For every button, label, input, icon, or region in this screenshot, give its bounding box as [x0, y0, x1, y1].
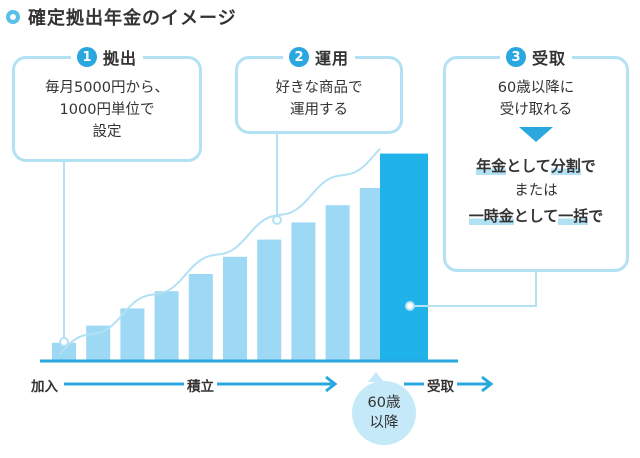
accumulation-bar [291, 222, 316, 360]
step-text-line: 運用する [290, 102, 348, 118]
receive-text-part: として [506, 157, 551, 175]
receive-lump-word: 一括 [558, 207, 589, 225]
age-marker-line: 60歳 [367, 395, 401, 411]
receive-lumpsum-line: 一時金として一括で [446, 203, 626, 229]
age-marker-line: 以降 [369, 415, 399, 431]
receive-or-text: または [514, 183, 558, 199]
timeline-arrowhead-icon [325, 375, 338, 393]
receive-installment-word: 分割 [550, 157, 581, 175]
diagram-title: 確定拠出年金のイメージ [6, 4, 237, 30]
step-header-investment: 2 運用 [282, 45, 356, 69]
growth-curve [59, 148, 381, 355]
step-number-1-icon: 1 [76, 47, 97, 67]
step-header-receive: 3 受取 [499, 45, 573, 69]
accumulation-bar [223, 256, 247, 360]
accumulation-bar [86, 325, 111, 360]
step-header-contribution: 1 拠出 [70, 45, 144, 69]
receive-text-part: で [580, 157, 596, 175]
down-triangle-icon [519, 127, 553, 142]
step-box-contribution: 1 拠出 毎月5000円から、 1000円単位で 設定 [12, 45, 202, 162]
accumulation-bar [257, 239, 282, 360]
timeline-accumulate-label: 積立 [184, 375, 217, 395]
step-text-investment: 好きな商品で 運用する [238, 59, 400, 121]
step-box-receive: 3 受取 60歳以降に 受け取れる 年金として分割で または 一時金として一括で [443, 45, 629, 272]
age-marker: 60歳 以降 [352, 381, 416, 445]
step-text-line: 好きな商品で [275, 80, 363, 96]
payout-bar [380, 153, 428, 360]
timeline-arrowhead-icon [481, 375, 494, 393]
connector-dot-contribution [59, 337, 69, 347]
accumulation-bar [120, 308, 145, 360]
step-number-3-icon: 3 [505, 47, 526, 67]
step-text-receive: 60歳以降に 受け取れる [446, 59, 626, 121]
step-label-receive: 受取 [531, 49, 567, 68]
timeline-join-label: 加入 [28, 375, 61, 395]
age-marker-pointer-icon [368, 372, 384, 382]
connector-dot-receive [405, 301, 415, 311]
receive-annuity-line: 年金として分割で [446, 153, 626, 179]
step-text-contribution: 毎月5000円から、 1000円単位で 設定 [15, 59, 199, 143]
step-text-line: 1000円単位で [59, 102, 155, 118]
connector-receive [412, 272, 537, 307]
step-text-line: 受け取れる [499, 102, 573, 118]
accumulation-bar [325, 205, 350, 360]
step-box-investment: 2 運用 好きな商品で 運用する [235, 45, 403, 134]
step-label-contribution: 拠出 [102, 49, 138, 68]
timeline-receive-label: 受取 [424, 375, 457, 395]
receive-text-part: として [513, 207, 559, 225]
connector-dot-investment [272, 215, 282, 225]
accumulation-bar [359, 188, 384, 360]
title-text: 確定拠出年金のイメージ [28, 8, 237, 29]
accumulation-bar [188, 274, 213, 360]
receive-annuity-word: 年金 [476, 157, 507, 175]
receive-text-part: で [588, 207, 604, 225]
accumulation-bar [154, 291, 179, 360]
step-label-investment: 運用 [314, 49, 350, 68]
accumulation-bar [52, 342, 76, 360]
step-text-line: 設定 [92, 124, 122, 140]
step-text-line: 毎月5000円から、 [45, 80, 169, 96]
receive-lumpsum-word: 一時金 [468, 207, 514, 225]
title-bullet-icon [6, 10, 20, 24]
step-number-2-icon: 2 [288, 47, 309, 67]
step-text-line: 60歳以降に [497, 80, 575, 96]
